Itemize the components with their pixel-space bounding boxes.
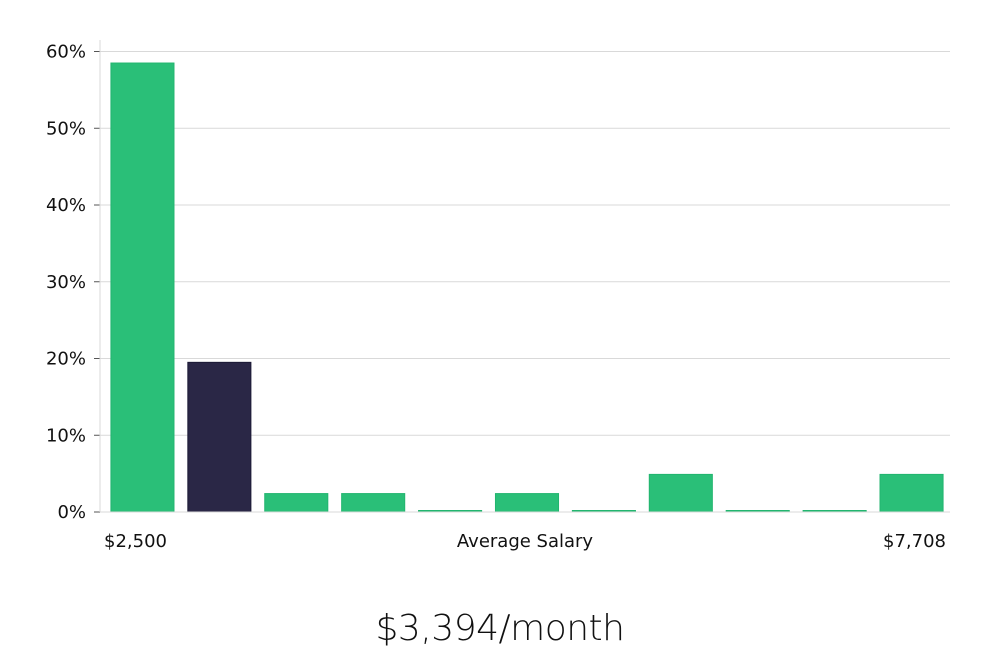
x-max-label: $7,708 <box>883 531 946 552</box>
x-min-label: $2,500 <box>104 531 167 552</box>
bar <box>648 473 713 513</box>
label-layer: 0% 10% 20% 30% 40% 50% 60% $2,500 Average Salary… <box>46 42 946 552</box>
y-tick-label: 0% <box>57 502 86 523</box>
y-tick-label: 30% <box>46 272 86 293</box>
bar <box>341 493 406 513</box>
chart-svg: 0% 10% 20% 30% 40% 50% 60% $2,500 Average Salary… <box>46 40 950 552</box>
bar <box>494 493 560 513</box>
y-tick-label: 50% <box>46 118 86 139</box>
bar <box>879 473 944 513</box>
y-tick-label: 60% <box>46 42 86 63</box>
bar <box>264 493 329 513</box>
average-salary-value: $3,394/month <box>375 608 625 649</box>
axis-layer <box>94 40 950 513</box>
y-tick-label: 40% <box>46 195 86 216</box>
x-axis-title: Average Salary <box>457 531 594 552</box>
grid-layer <box>100 51 950 436</box>
bar-layer <box>110 62 944 513</box>
y-tick-label: 10% <box>46 425 86 446</box>
y-tick-label: 20% <box>46 349 86 370</box>
bar-highlighted <box>187 361 252 513</box>
bar <box>110 62 175 513</box>
